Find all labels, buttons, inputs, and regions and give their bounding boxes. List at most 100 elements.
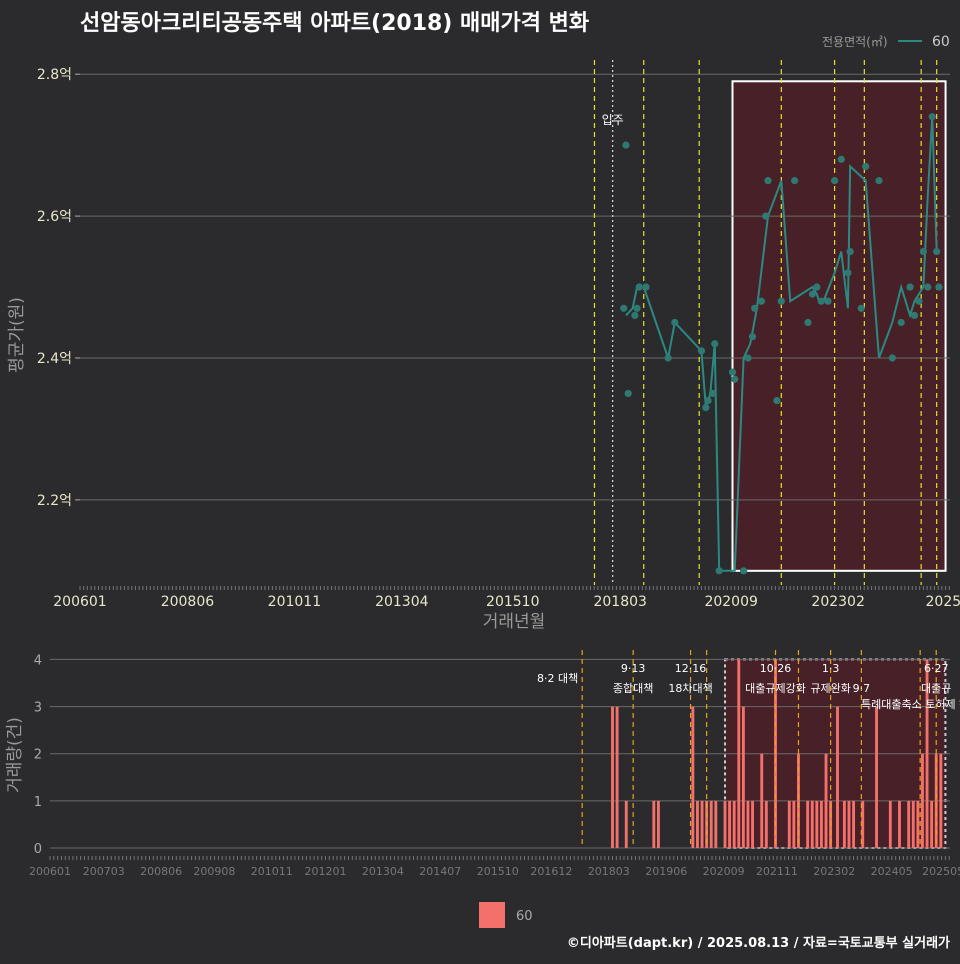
- volume-bar: [930, 800, 934, 848]
- x-tick-label: 200601: [53, 594, 106, 610]
- volume-bar: [624, 800, 628, 848]
- data-point: [846, 247, 854, 256]
- volume-bar: [916, 800, 920, 848]
- volume-bar: [847, 800, 851, 848]
- data-point: [935, 283, 943, 291]
- x-tick-label: 2025: [926, 594, 960, 610]
- data-point: [791, 177, 799, 185]
- volume-bar: [815, 800, 819, 848]
- bottom-y-axis: 0 1 2 3 4: [34, 653, 42, 857]
- data-point: [857, 304, 865, 312]
- volume-bar: [939, 753, 943, 848]
- data-point: [697, 347, 706, 355]
- data-point: [830, 177, 839, 185]
- data-point: [924, 283, 932, 291]
- volume-bar: [714, 800, 718, 848]
- legend-label: 60: [932, 34, 950, 50]
- data-point: [739, 567, 748, 575]
- x-tick-label: 201510: [486, 594, 539, 610]
- bar-x-tick-label: 201803: [588, 865, 630, 878]
- top-x-axis: 200601 200806 201011 201304 201510 201803 2020…: [53, 586, 960, 610]
- volume-bar: [797, 753, 800, 848]
- highlight-box: [731, 80, 947, 572]
- bar-legend-key: [479, 902, 505, 928]
- data-point: [620, 304, 628, 312]
- data-point: [764, 177, 772, 185]
- policy-text-label: 특례대출축소 토허제 해제: [861, 697, 960, 711]
- y-tick-label: 2.6억: [37, 209, 72, 225]
- data-point: [633, 304, 641, 312]
- volume-bar: [728, 800, 732, 848]
- data-point: [671, 318, 679, 327]
- bar-x-tick-label: 200703: [83, 865, 125, 878]
- policy-date-label: 6·27: [924, 662, 949, 675]
- data-point: [773, 396, 781, 405]
- data-point: [906, 283, 914, 291]
- data-point: [664, 354, 672, 362]
- bar-x-tick-label: 202405: [871, 865, 913, 878]
- data-point: [631, 311, 639, 320]
- bottom-y-label: 거래량(건): [5, 717, 25, 793]
- data-point: [824, 297, 832, 305]
- volume-bar: [875, 706, 878, 848]
- bar-y-tick-label: 1: [34, 795, 42, 810]
- bar-y-tick-label: 2: [34, 748, 42, 763]
- x-tick-label: 201304: [375, 594, 429, 610]
- data-point: [933, 247, 941, 256]
- volume-bar: [842, 800, 846, 848]
- data-point: [702, 404, 710, 412]
- x-tick-label: 201803: [593, 594, 646, 610]
- volume-bar: [741, 706, 745, 848]
- bar-y-tick-label: 0: [34, 842, 42, 857]
- data-point: [862, 162, 870, 171]
- bar-x-tick-label: 201304: [362, 865, 404, 878]
- data-point: [715, 567, 723, 575]
- volume-bar: [696, 800, 699, 848]
- data-point: [635, 283, 643, 291]
- top-y-axis: 2.2억 2.4억 2.6억 2.8억: [37, 67, 80, 509]
- policy-text-label: 9·7: [853, 682, 871, 695]
- volume-bar: [888, 800, 892, 848]
- policy-date-label: 1·3: [822, 662, 840, 675]
- data-point: [757, 297, 765, 305]
- data-point: [642, 283, 650, 291]
- volume-bar: [737, 659, 741, 848]
- bar-x-tick-label: 202505: [922, 865, 960, 878]
- bar-x-tick-label: 201510: [477, 865, 519, 878]
- data-point: [804, 318, 812, 327]
- volume-bar: [764, 800, 768, 848]
- volume-bar: [861, 800, 865, 848]
- volume-bar: [852, 800, 856, 848]
- data-point: [711, 340, 719, 348]
- bottom-policy-layer: 8·2 대책 9·13 종합대책 12·16 18차대책 10·26 대출규제강화 1·3 규제…: [537, 650, 960, 848]
- data-point: [875, 177, 883, 185]
- data-point: [728, 368, 737, 376]
- y-tick-label: 2.4억: [37, 351, 72, 367]
- policy-date-label: 12·16: [675, 662, 707, 675]
- bar-legend-label: 60: [516, 909, 533, 924]
- data-point: [844, 269, 852, 277]
- volume-bar: [751, 800, 754, 848]
- volume-bar: [656, 800, 660, 848]
- policy-date-label: 10·26: [760, 662, 792, 675]
- chart-title: 선암동아크리티공동주택 아파트(2018) 매매가격 변화: [80, 11, 589, 36]
- data-point: [817, 297, 825, 305]
- data-point: [888, 354, 896, 362]
- volume-bar: [709, 800, 713, 848]
- volume-bar: [700, 800, 704, 848]
- policy-text-label: 대출규제강화: [745, 682, 806, 695]
- volume-bar: [898, 800, 901, 848]
- policy-text-label: 8·2 대책: [537, 672, 578, 685]
- bar-x-tick-label: 201612: [530, 865, 572, 878]
- top-y-label: 평균가(원): [7, 297, 27, 373]
- bar-x-tick-label: 201201: [305, 865, 347, 878]
- data-point: [762, 212, 770, 220]
- data-point: [708, 389, 717, 398]
- policy-text-label: 종합대책: [613, 682, 653, 695]
- data-point: [813, 283, 821, 291]
- volume-bar: [819, 800, 823, 848]
- volume-bar: [836, 706, 839, 848]
- data-point: [751, 304, 759, 312]
- data-point: [624, 389, 632, 398]
